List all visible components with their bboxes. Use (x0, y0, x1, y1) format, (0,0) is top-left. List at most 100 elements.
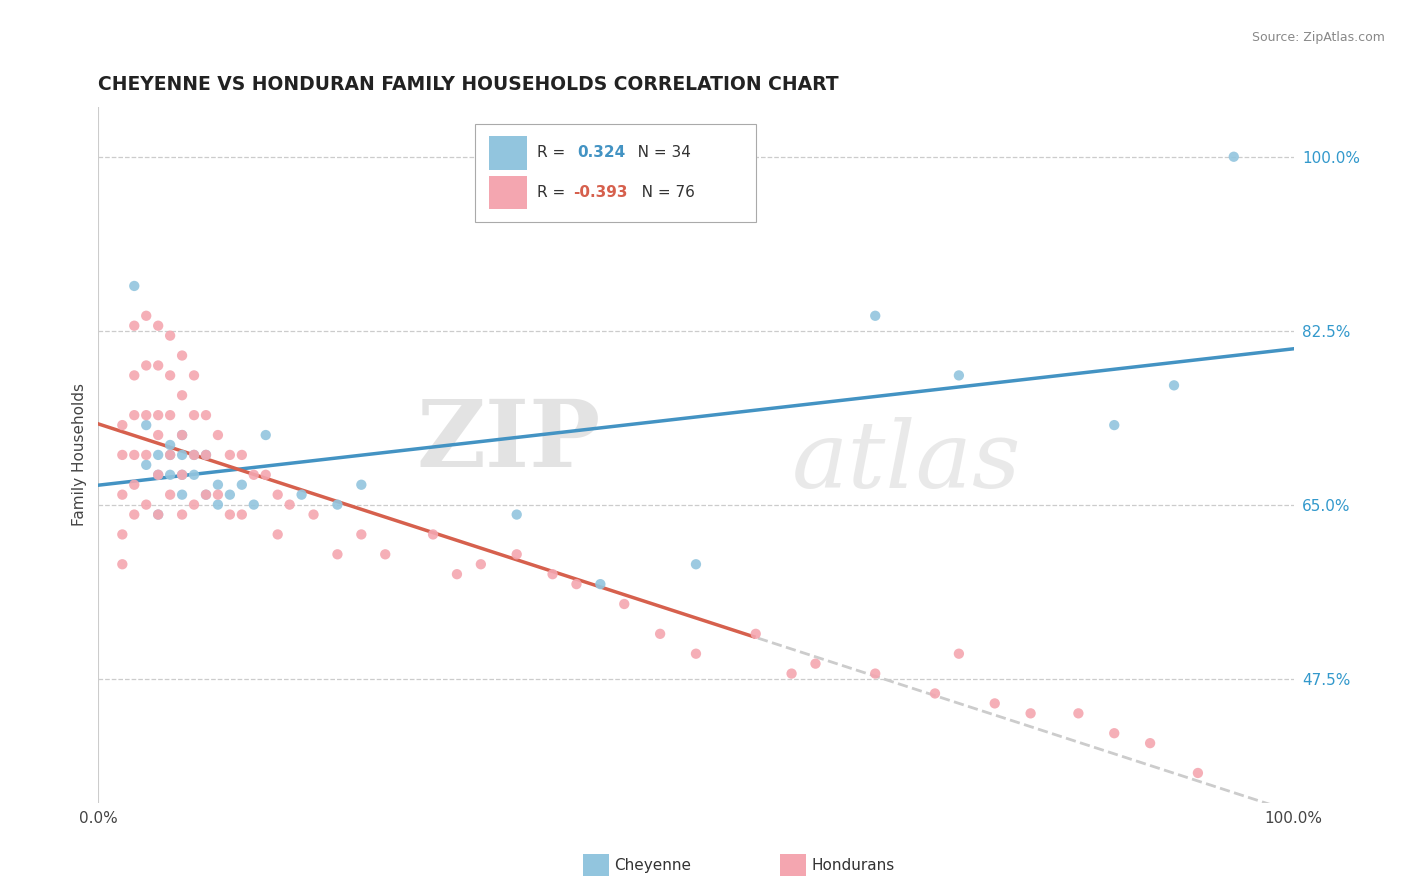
Text: R =: R = (537, 186, 571, 200)
FancyBboxPatch shape (475, 124, 756, 222)
Point (124, 408, 146, 422)
Text: atlas: atlas (792, 417, 1021, 507)
Text: CHEYENNE VS HONDURAN FAMILY HOUSEHOLDS CORRELATION CHART: CHEYENNE VS HONDURAN FAMILY HOUSEHOLDS C… (98, 75, 839, 95)
Point (1019, 706, 1042, 721)
Point (172, 388, 194, 402)
Point (183, 467, 205, 482)
Point (159, 448, 181, 462)
Point (231, 477, 253, 491)
Point (148, 508, 170, 522)
Point (1104, 726, 1126, 740)
Text: Hondurans: Hondurans (811, 858, 894, 872)
Point (326, 498, 349, 512)
Point (111, 558, 134, 572)
Text: ZIP: ZIP (416, 396, 600, 486)
Point (172, 508, 194, 522)
Point (780, 666, 803, 681)
Bar (489, 136, 527, 169)
Point (589, 577, 612, 591)
Text: Cheyenne: Cheyenne (614, 858, 692, 872)
Point (148, 508, 170, 522)
Point (231, 508, 253, 522)
Point (172, 349, 194, 363)
Point (948, 368, 970, 383)
Point (111, 448, 134, 462)
Point (135, 309, 157, 323)
Point (1163, 378, 1185, 392)
Point (195, 408, 218, 422)
Point (124, 508, 146, 522)
Point (172, 488, 194, 502)
Point (804, 657, 827, 671)
Point (172, 448, 194, 462)
Point (172, 428, 194, 442)
Y-axis label: Family Households: Family Households (72, 384, 87, 526)
Point (159, 488, 181, 502)
Point (159, 368, 181, 383)
Point (183, 448, 205, 462)
Point (172, 467, 194, 482)
Text: N = 34: N = 34 (623, 145, 690, 161)
Text: Source: ZipAtlas.com: Source: ZipAtlas.com (1251, 31, 1385, 45)
Point (291, 488, 314, 502)
Point (183, 368, 205, 383)
Point (148, 359, 170, 373)
Point (207, 428, 229, 442)
Point (267, 527, 290, 541)
Point (374, 547, 396, 561)
Point (148, 467, 170, 482)
Point (148, 428, 170, 442)
Point (172, 428, 194, 442)
Point (148, 467, 170, 482)
Point (124, 318, 146, 333)
Point (159, 408, 181, 422)
Point (350, 527, 373, 541)
Point (243, 467, 266, 482)
Text: 0.324: 0.324 (578, 145, 626, 161)
Point (446, 567, 468, 582)
Point (219, 508, 242, 522)
Point (195, 488, 218, 502)
Point (159, 438, 181, 452)
Point (207, 498, 229, 512)
Point (648, 627, 672, 641)
Point (302, 508, 325, 522)
Point (111, 527, 134, 541)
Point (183, 498, 205, 512)
Point (195, 448, 218, 462)
Point (541, 567, 564, 582)
Point (183, 408, 205, 422)
Point (183, 448, 205, 462)
Point (506, 547, 529, 561)
Point (267, 488, 290, 502)
Text: -0.393: -0.393 (572, 186, 627, 200)
Point (1067, 706, 1090, 721)
Point (948, 647, 970, 661)
Point (135, 448, 157, 462)
Point (159, 467, 181, 482)
Text: N = 76: N = 76 (627, 186, 695, 200)
Point (1223, 150, 1246, 164)
Point (111, 418, 134, 433)
Point (326, 547, 349, 561)
Point (124, 279, 146, 293)
Point (159, 448, 181, 462)
Point (613, 597, 636, 611)
Point (470, 558, 492, 572)
Point (685, 647, 707, 661)
Point (1139, 736, 1161, 750)
Point (148, 448, 170, 462)
Point (135, 359, 157, 373)
Point (135, 418, 157, 433)
Point (865, 666, 887, 681)
Point (124, 448, 146, 462)
Point (124, 368, 146, 383)
Point (745, 627, 768, 641)
Point (148, 408, 170, 422)
Point (243, 498, 266, 512)
Point (1104, 418, 1126, 433)
Point (148, 318, 170, 333)
Point (219, 448, 242, 462)
Point (422, 527, 444, 541)
Point (254, 428, 277, 442)
